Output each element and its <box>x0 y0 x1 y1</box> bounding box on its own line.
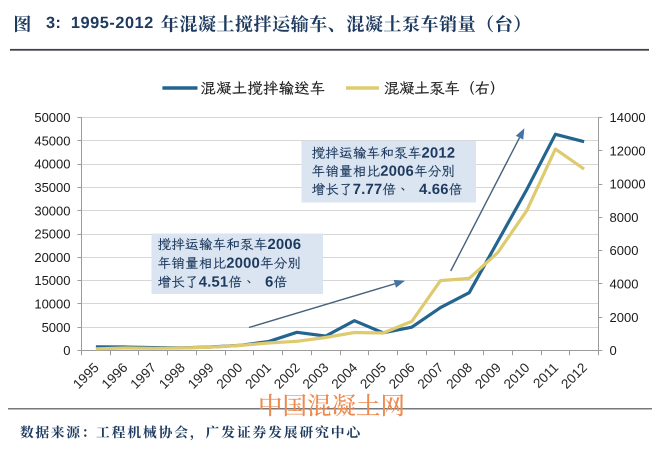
svg-text:12000: 12000 <box>610 143 646 158</box>
svg-text:5000: 5000 <box>42 320 71 335</box>
svg-text:10000: 10000 <box>34 297 70 312</box>
svg-text:15000: 15000 <box>34 273 70 288</box>
svg-text:6000: 6000 <box>610 243 639 258</box>
svg-text:8000: 8000 <box>610 210 639 225</box>
svg-text:14000: 14000 <box>610 110 646 125</box>
svg-text:0: 0 <box>610 343 617 358</box>
svg-text:35000: 35000 <box>34 180 70 195</box>
svg-text:45000: 45000 <box>34 133 70 148</box>
svg-text:10000: 10000 <box>610 177 646 192</box>
svg-text:40000: 40000 <box>34 157 70 172</box>
svg-text:25000: 25000 <box>34 227 70 242</box>
svg-text:30000: 30000 <box>34 203 70 218</box>
svg-text:0: 0 <box>63 343 70 358</box>
svg-text:50000: 50000 <box>34 110 70 125</box>
svg-text:2000: 2000 <box>610 310 639 325</box>
svg-text:4000: 4000 <box>610 277 639 292</box>
svg-text:20000: 20000 <box>34 250 70 265</box>
